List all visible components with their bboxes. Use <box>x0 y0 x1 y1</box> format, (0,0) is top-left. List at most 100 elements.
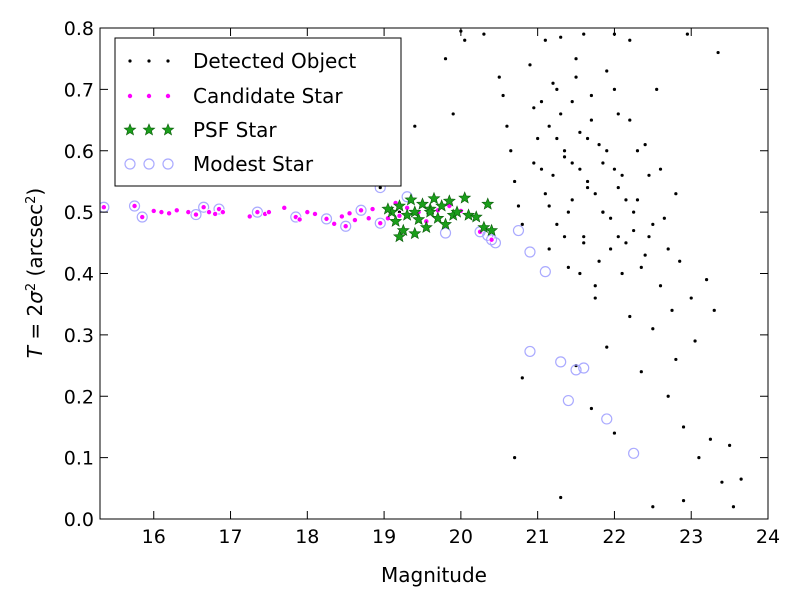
detected-object-point <box>666 394 670 398</box>
detected-object-point <box>728 443 732 447</box>
psf-star-point <box>439 217 453 230</box>
psf-star-point <box>435 199 449 212</box>
detected-object-point <box>451 112 455 116</box>
x-tick-label: 16 <box>142 526 166 548</box>
modest-star-point <box>213 203 225 215</box>
legend-symbol-modest-star <box>162 158 174 170</box>
detected-object-point <box>547 204 551 208</box>
detected-object-point <box>605 69 609 73</box>
legend-symbol-modest-star <box>124 158 136 170</box>
detected-object-point <box>635 149 640 153</box>
candidate-star-point <box>338 213 345 220</box>
detected-object-point <box>582 241 586 245</box>
candidate-star-point <box>377 220 384 227</box>
detected-object-point <box>543 192 547 196</box>
modest-star-point <box>128 200 141 212</box>
detected-object-point <box>509 149 513 153</box>
candidate-star-point <box>369 206 376 213</box>
psf-star-point <box>450 205 464 218</box>
modest-star-point <box>562 394 574 407</box>
legend-symbol-psf-star <box>161 123 175 136</box>
detected-object-point <box>501 93 505 98</box>
psf-star-point <box>392 229 406 243</box>
detected-object-point <box>443 57 448 61</box>
modest-star-point <box>355 204 367 216</box>
candidate-star-point <box>212 210 219 217</box>
detected-object-point <box>528 63 532 67</box>
candidate-star-point <box>365 215 372 222</box>
detected-object-point <box>708 437 713 441</box>
detected-object-point <box>612 167 617 171</box>
candidate-star-point <box>342 223 349 230</box>
y-axis-label-var: T <box>23 344 47 358</box>
detected-object-point <box>605 345 609 349</box>
detected-object-point <box>516 204 521 208</box>
detected-object-point <box>566 210 570 214</box>
detected-object-point <box>720 480 724 484</box>
detected-object-point <box>520 376 524 380</box>
detected-object-point <box>547 247 551 251</box>
detected-object-point <box>662 216 666 220</box>
detected-object-point <box>593 296 597 300</box>
detected-object-point <box>597 143 601 147</box>
detected-object-point <box>463 38 467 42</box>
detected-object-point <box>608 247 613 251</box>
y-axis-label: T = 2σ2 (arcsec2) <box>23 188 47 358</box>
candidate-star-point <box>219 209 226 216</box>
detected-object-point <box>482 32 486 36</box>
detected-object-point <box>608 216 613 220</box>
detected-object-point <box>670 308 674 312</box>
detected-object-point <box>520 222 524 226</box>
y-tick-label: 0.8 <box>64 18 94 40</box>
detected-object-point <box>578 130 582 134</box>
y-axis-label-unit: (arcsec <box>23 204 47 283</box>
detected-object-point <box>582 32 586 36</box>
x-tick-label: 22 <box>602 526 626 548</box>
legend-symbol-modest-star <box>143 158 155 170</box>
candidate-star-point <box>311 210 318 217</box>
detected-object-point <box>585 136 590 141</box>
detected-object-point <box>612 87 617 91</box>
psf-star-point <box>392 199 406 212</box>
y-axis-label-sq: 2 <box>24 283 39 291</box>
y-tick-label: 0.0 <box>64 509 94 531</box>
detected-object-point <box>589 118 594 122</box>
candidate-star-point <box>200 204 207 211</box>
modest-star-point <box>524 246 536 258</box>
x-axis-label: Magnitude <box>381 563 487 587</box>
candidate-star-point <box>150 207 157 214</box>
detected-object-point <box>562 149 567 153</box>
psf-star-point <box>396 223 410 237</box>
candidate-star-point <box>158 209 165 216</box>
detected-object-point <box>605 149 609 153</box>
detected-object-point <box>635 198 640 202</box>
modest-star-point <box>485 234 498 246</box>
x-tick-label: 24 <box>756 526 780 548</box>
detected-object-point <box>601 210 605 214</box>
y-tick-label: 0.2 <box>64 386 94 408</box>
x-tick-label: 17 <box>218 526 242 548</box>
detected-object-point <box>413 124 417 128</box>
modest-star-point <box>628 447 640 459</box>
detected-object-point <box>651 222 655 226</box>
candidate-star-point <box>100 204 107 211</box>
detected-object-point <box>689 296 693 300</box>
psf-star-point <box>458 191 472 204</box>
detected-object-point <box>593 284 597 288</box>
modest-star-point <box>489 237 502 249</box>
candidate-star-point <box>173 207 180 214</box>
candidate-star-point <box>265 209 272 216</box>
detected-object-point <box>543 38 547 42</box>
detected-object-point <box>658 167 663 171</box>
x-tick-label: 20 <box>449 526 473 548</box>
candidate-star-point <box>351 217 358 224</box>
legend-symbol-detected-object <box>147 59 151 63</box>
detected-object-point <box>578 167 582 171</box>
detected-object-point <box>624 241 628 245</box>
detected-object-point <box>547 124 551 128</box>
x-tick-label: 18 <box>295 526 319 548</box>
detected-object-point <box>628 314 632 319</box>
modest-star-point <box>340 220 352 232</box>
psf-star-point <box>419 220 433 233</box>
psf-star-point <box>469 210 483 223</box>
